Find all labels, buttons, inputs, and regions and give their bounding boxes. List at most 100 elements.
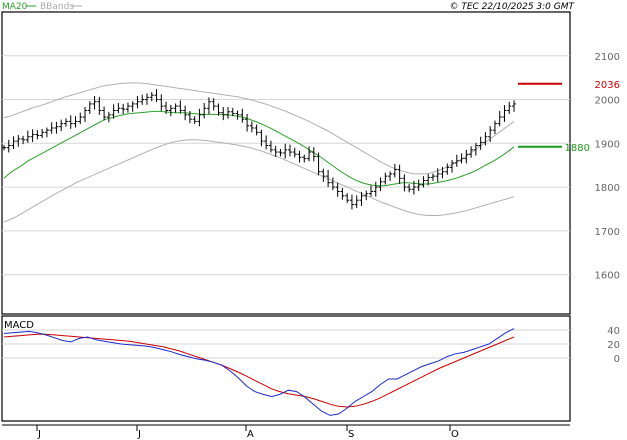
ohlc-bar [68,115,73,129]
ohlc-bar [454,154,459,167]
ohlc-bar [16,134,21,147]
ohlc-bar [11,136,16,149]
ohlc-bar [421,176,426,188]
macd-y-tick-label: 0 [614,354,620,365]
price-panel-frame [1,11,571,315]
ohlc-bar [230,107,235,117]
ohlc-bar [292,147,297,158]
ohlc-bar [73,116,78,128]
ohlc-bar [35,130,40,140]
ohlc-bar [144,93,149,105]
ohlc-bar [130,101,135,112]
ohlc-bar [25,130,30,143]
ohlc-bar [297,150,302,163]
legend-bbands: BBands [40,2,74,12]
price-y-tick-label: 2100 [595,52,620,63]
ohlc-bar [149,92,154,102]
macd-signal-line [3,333,515,408]
ohlc-bar [302,154,307,163]
ohlc-bar [345,193,350,203]
ohlc-bar [6,139,11,153]
ohlc-bar [135,96,140,109]
ohlc-bar [430,173,435,181]
ohlc-bar [216,103,221,116]
ohlc-bar [206,97,211,114]
macd-panel: 40 20 0 MACD [1,315,620,422]
ohlc-bar [464,149,469,164]
ohlc-bar [54,121,59,134]
ohlc-bar [440,166,445,179]
ohlc-bar [111,104,116,119]
ohlc-bar [273,145,278,157]
level-label-1880: 1880 [565,143,590,154]
ohlc-bar [478,136,483,150]
macd-y-tick-label: 20 [607,340,620,351]
ohlc-bar [330,177,335,191]
ohlc-bar [187,110,192,124]
x-tick-label: O [451,429,459,440]
bband-upper-line [3,82,515,175]
ohlc-bar [397,164,402,185]
macd-panel-frame [1,315,571,422]
ohlc-bar [311,147,316,162]
x-tick-label: S [348,429,354,440]
ohlc-bar [21,135,26,145]
macd-line [3,328,515,416]
ohlc-bar [497,110,502,127]
ohlc-bar [183,105,188,121]
ohlc-bar [488,126,493,142]
price-panel: 2100 2000 1900 1800 1700 1600 2036 1880 [1,11,620,315]
ohlc-bar [202,103,207,119]
bband-lower-line [3,139,515,223]
ohlc-bar [121,103,126,114]
ohlc-bar [78,112,83,125]
price-y-tick-label: 1900 [595,139,620,150]
ohlc-bar [411,180,416,195]
ohlc-bar [321,168,326,182]
ohlc-bar [40,128,45,139]
ohlc-bar [259,129,264,147]
ohlc-bar [283,143,288,159]
ohlc-bar [364,190,369,201]
ohlc-bar [307,146,312,162]
ohlc-bar [240,108,245,123]
x-tick-label: J [137,429,141,440]
ohlc-bar [402,174,407,192]
ohlc-bar [211,98,216,111]
ohlc-bar [116,103,121,114]
ohlc-bar [507,101,512,114]
ohlc-bar [59,119,64,132]
ohlc-bar [87,101,92,114]
ohlc-bar [373,181,378,197]
ohlc-bar [197,108,202,127]
ohlc-bar [369,185,374,197]
macd-y-tick-label: 40 [607,326,620,337]
x-tick-label: A [247,429,254,440]
ohlc-bar [268,140,273,153]
ma20-line [3,110,515,187]
ohlc-bar [97,96,102,115]
level-label-2036: 2036 [595,80,620,91]
ohlc-bar [30,129,35,142]
copyright-text: © TEC 22/10/2025 3:0 GMT [449,2,575,12]
ohlc-bar [63,118,68,127]
ohlc-bar [44,127,49,138]
ohlc-bar [416,179,421,192]
ohlc-bar [154,89,159,103]
ohlc-bar [192,116,197,125]
ohlc-bar [512,100,516,112]
ohlc-bar [445,163,450,175]
ohlc-bar [49,122,54,134]
price-y-tick-label: 1700 [595,227,620,238]
ohlc-bar [140,94,145,105]
price-y-tick-label: 1600 [595,271,620,282]
ohlc-bar [316,152,321,176]
ohlc-bar [235,110,240,120]
ohlc-bar [349,194,354,210]
ohlc-bar [483,131,488,146]
ohlc-bar [2,145,6,151]
macd-title: MACD [4,320,34,331]
ohlc-bar [92,96,97,110]
ohlc-bar [287,144,292,157]
